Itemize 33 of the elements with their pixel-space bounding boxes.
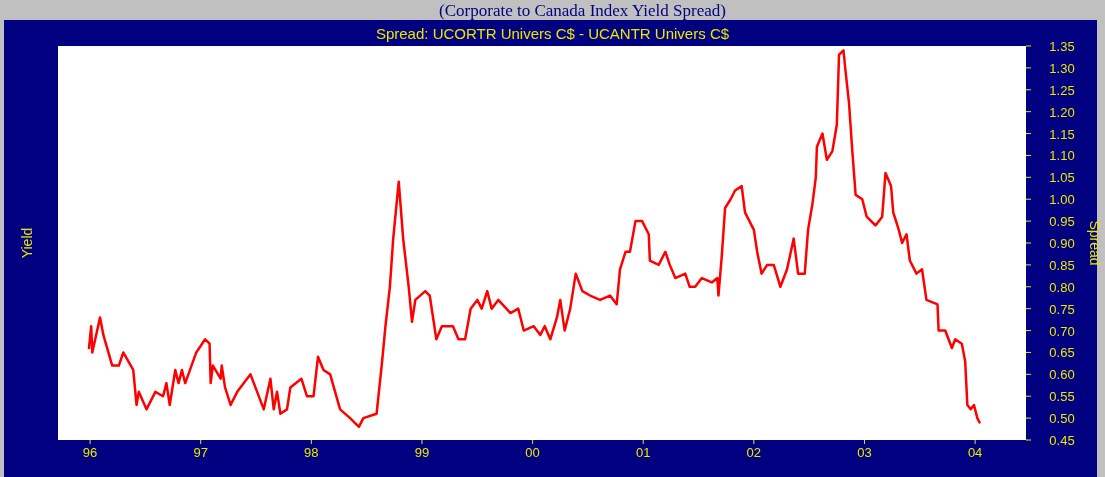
y2-tick-label: 1.25 bbox=[1049, 82, 1075, 98]
y2-tick-label: 0.65 bbox=[1049, 345, 1075, 361]
y-axis-title: Yield bbox=[19, 227, 35, 259]
x-tick-label: 03 bbox=[857, 445, 872, 460]
y2-tick-label: 0.55 bbox=[1049, 389, 1075, 405]
y2-tick-label: 1.10 bbox=[1049, 148, 1075, 164]
x-tick-label: 04 bbox=[967, 445, 983, 460]
chart-title: (Corporate to Canada Index Yield Spread) bbox=[439, 1, 726, 20]
y2-tick-label: 0.70 bbox=[1049, 323, 1075, 339]
y2-tick-label: 0.80 bbox=[1049, 279, 1075, 295]
y2-tick-label: 0.95 bbox=[1049, 214, 1075, 230]
y2-tick-label: 1.35 bbox=[1049, 39, 1075, 54]
x-tick-label: 98 bbox=[304, 445, 319, 460]
y2-tick-label: 0.90 bbox=[1049, 236, 1075, 251]
y2-tick-label: 0.60 bbox=[1049, 367, 1075, 383]
y2-tick-label: 1.15 bbox=[1049, 126, 1075, 142]
y2-tick-label: 0.45 bbox=[1049, 433, 1075, 448]
y2-tick-label: 0.50 bbox=[1049, 411, 1075, 427]
y2-tick-label: 0.75 bbox=[1049, 301, 1075, 317]
chart-subtitle: Spread: UCORTR Univers C$ - UCANTR Univers C$ bbox=[375, 25, 730, 42]
y2-tick-label: 1.20 bbox=[1049, 104, 1075, 120]
y2-tick-label: 1.00 bbox=[1049, 192, 1075, 208]
x-tick-label: 00 bbox=[525, 445, 540, 460]
y2-tick-label: 0.85 bbox=[1049, 257, 1075, 273]
x-tick-label: 02 bbox=[746, 445, 762, 460]
x-tick-label: 01 bbox=[635, 445, 651, 460]
x-tick-label: 96 bbox=[82, 445, 98, 460]
y2-tick-label: 1.05 bbox=[1049, 170, 1075, 186]
y2-tick-label: 1.30 bbox=[1049, 60, 1075, 76]
x-tick-label: 99 bbox=[414, 445, 430, 460]
y2-axis-title: Spread bbox=[1087, 220, 1103, 266]
x-tick-label: 97 bbox=[193, 445, 208, 460]
line-series bbox=[87, 49, 981, 429]
